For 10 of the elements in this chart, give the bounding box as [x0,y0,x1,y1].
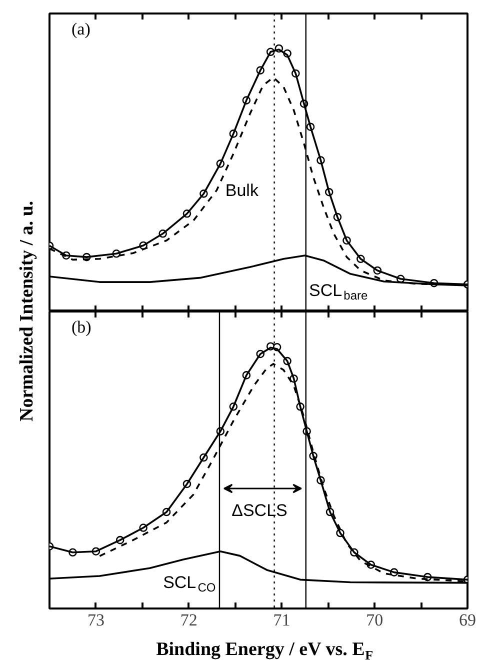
x-tick-label: 73 [87,610,104,630]
x-tick-label: 72 [180,610,198,630]
x-tick-label: 71 [273,610,290,630]
x-tick-label: 69 [459,610,476,630]
text: (b) [72,318,92,336]
text: (a) [72,20,90,38]
y-axis-title: Normalized Intensity / a. u. [16,200,38,422]
annotation: ΔSCLS [232,501,288,520]
annotation: Bulk [225,181,259,200]
x-tick-label: 70 [366,610,384,630]
